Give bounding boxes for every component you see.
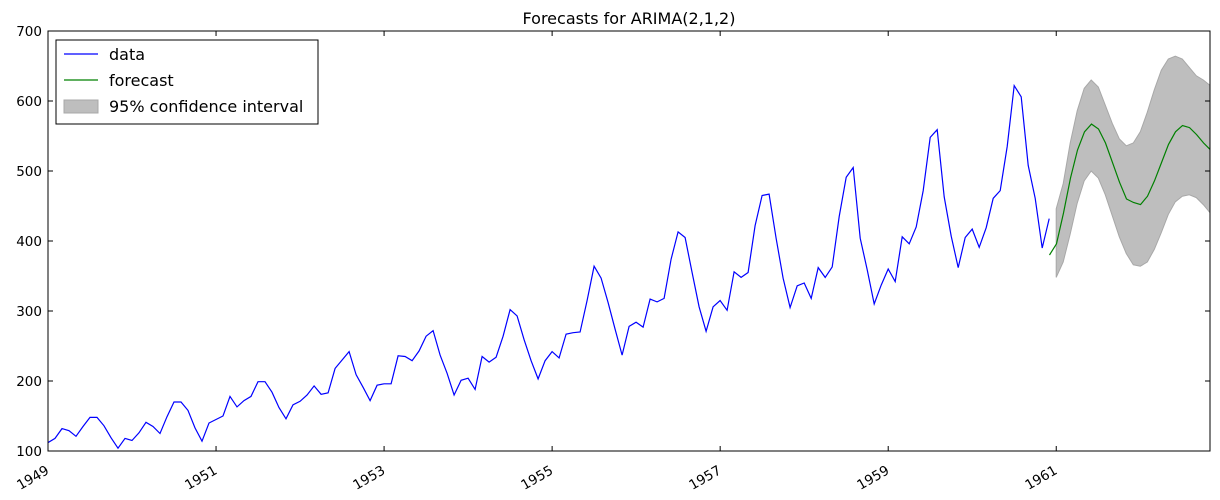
- legend-box: [55, 39, 319, 125]
- x-tick-label: 1951: [182, 463, 220, 494]
- legend: data forecast 95% confidence interval: [55, 39, 319, 125]
- series-line-forecast: [1048, 123, 1210, 256]
- series-line-data: [48, 83, 1050, 450]
- y-tick-label: 300: [16, 304, 42, 320]
- legend-label: data: [109, 45, 145, 64]
- chart-title: Forecasts for ARIMA(2,1,2): [523, 9, 736, 28]
- y-tick-label: 600: [16, 94, 42, 110]
- legend-label: 95% confidence interval: [109, 97, 303, 116]
- plot-inner: [48, 55, 1210, 450]
- x-tick-label: 1959: [854, 463, 892, 494]
- y-tick-label: 700: [16, 24, 42, 40]
- y-tick-label: 200: [16, 374, 42, 390]
- y-tick-label: 500: [16, 164, 42, 180]
- x-tick-label: 1957: [686, 463, 724, 494]
- x-tick-label: 1949: [14, 463, 52, 494]
- y-tick-label: 100: [16, 444, 42, 460]
- legend-label: forecast: [109, 71, 174, 90]
- x-tick-label: 1961: [1022, 463, 1060, 494]
- x-tick-label: 1953: [350, 463, 388, 494]
- y-tick-label: 400: [16, 234, 42, 250]
- x-tick-label: 1955: [518, 463, 556, 494]
- plot-area: [48, 55, 1210, 450]
- legend-swatch-ci: [63, 99, 99, 114]
- confidence-interval-band: [1055, 55, 1210, 278]
